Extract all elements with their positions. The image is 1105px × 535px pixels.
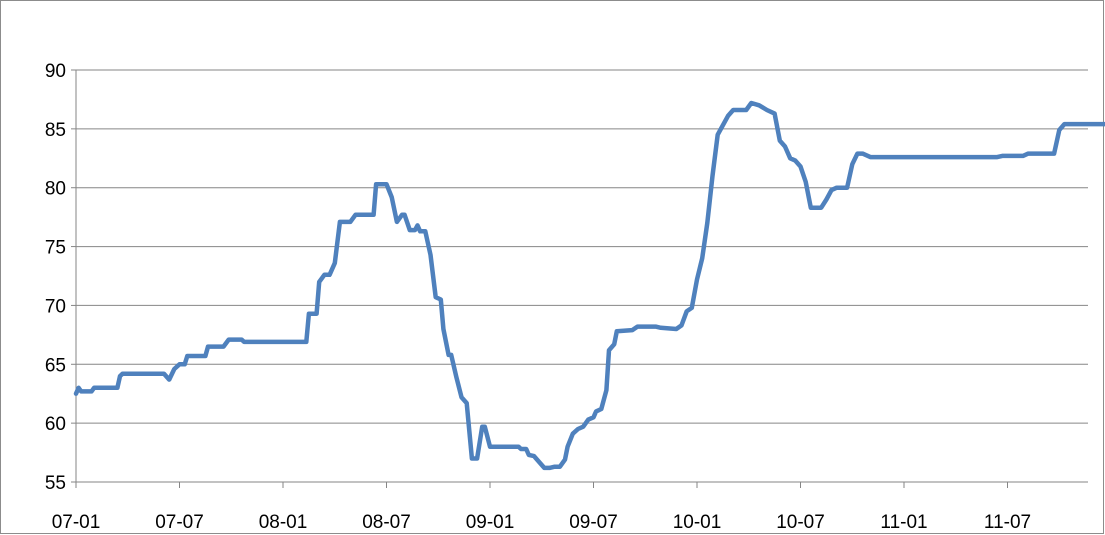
- x-tick-label: 11-07: [984, 512, 1031, 533]
- y-tick-label: 55: [45, 473, 66, 494]
- x-tick-label: 11-01: [880, 512, 927, 533]
- series-line-1: [73, 100, 1105, 471]
- gridlines: [76, 69, 1088, 424]
- x-tick-label: 10-07: [776, 512, 825, 533]
- y-tick-label: 65: [45, 355, 66, 376]
- x-tick-label: 10-01: [673, 512, 722, 533]
- x-axis-tick-labels: 07-01 07-07 08-01 08-07 09-01 09-07 10-01 10-07…: [52, 512, 1031, 533]
- y-tick-label: 70: [45, 296, 66, 317]
- plot-series: [73, 100, 1105, 471]
- x-tick-label: 08-01: [259, 512, 308, 533]
- y-tick-label: 60: [45, 414, 66, 435]
- x-tick-label: 09-01: [466, 512, 515, 533]
- y-tick-label: 90: [45, 61, 66, 82]
- y-tick-label: 75: [45, 238, 66, 259]
- y-axis-tick-labels: 55 60 65 70 75 80 85 90: [45, 61, 66, 494]
- x-tick-label: 07-01: [52, 512, 101, 533]
- y-tick-label: 80: [45, 179, 66, 200]
- x-tick-label: 07-07: [155, 512, 204, 533]
- x-tick-label: 09-07: [569, 512, 618, 533]
- axes: [71, 69, 1088, 488]
- y-tick-label: 85: [45, 120, 66, 141]
- x-tick-label: 08-07: [362, 512, 411, 533]
